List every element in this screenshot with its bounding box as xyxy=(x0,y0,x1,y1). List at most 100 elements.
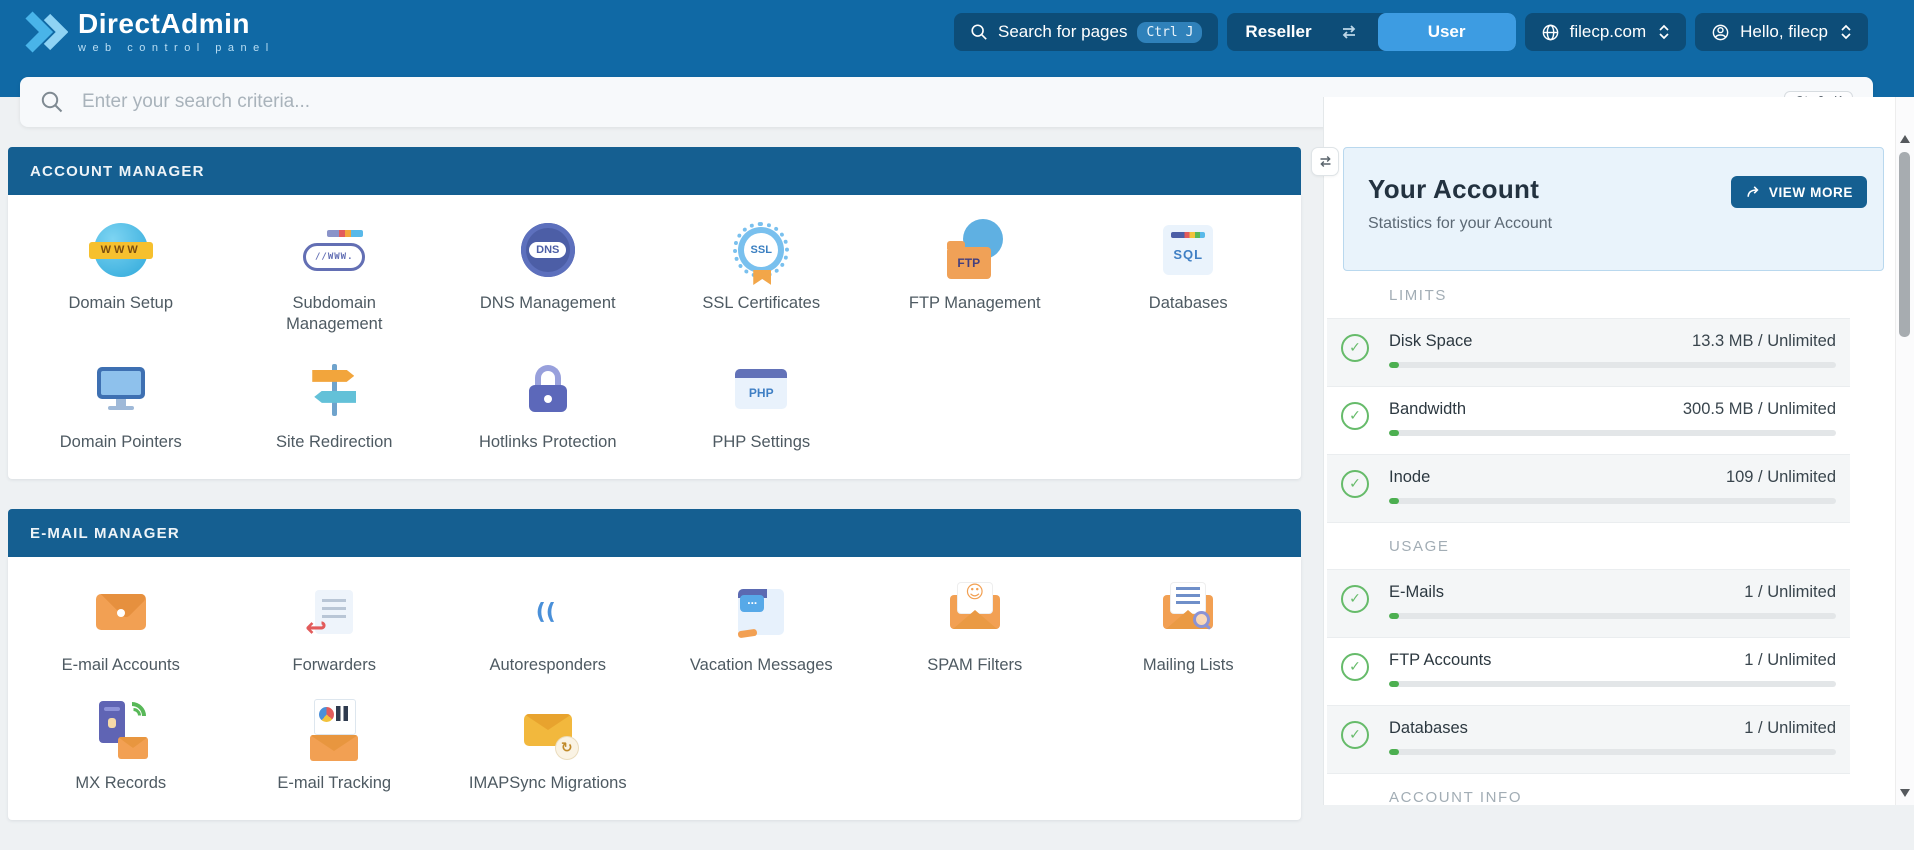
check-icon: ✓ xyxy=(1341,585,1369,613)
domain-selector-value: filecp.com xyxy=(1569,22,1647,41)
stat-group-usage: USAGE ✓ E-Mails 1 / Unlimited ✓ FTP Accounts 1… xyxy=(1327,522,1850,773)
menu-item-label: MX Records xyxy=(75,773,167,792)
view-more-button[interactable]: VIEW MORE xyxy=(1730,176,1867,208)
account-card-title: Your Account xyxy=(1368,174,1540,204)
menu-item-domain-setup[interactable]: WWW Domain Setup xyxy=(14,219,228,336)
menu-item-ftp-management[interactable]: FTP FTP Management xyxy=(868,219,1082,336)
scrollbar xyxy=(1895,97,1914,805)
check-icon: ✓ xyxy=(1341,721,1369,749)
main-content: ACCOUNT MANAGER WWW Domain Setup //WWW. Subd… xyxy=(8,147,1301,850)
subdomain-bar-icon: //WWW. xyxy=(303,219,366,281)
stat-group-limits: LIMITS ✓ Disk Space 13.3 MB / Unlimited ✓ Ban… xyxy=(1327,272,1850,522)
php-window-icon: PHP xyxy=(730,358,792,420)
stat-value: 109 / Unlimited xyxy=(1725,468,1836,486)
search-icon xyxy=(970,23,988,41)
reseller-level-button[interactable]: Reseller xyxy=(1245,22,1312,41)
your-account-card: Your Account Statistics for your Account… xyxy=(1343,147,1884,271)
check-icon: ✓ xyxy=(1341,653,1369,681)
menu-item-autoresponders[interactable]: ((Autoresponders xyxy=(441,581,655,676)
menu-item-label: E-mail Tracking xyxy=(277,773,392,792)
progress-bar xyxy=(1389,362,1836,368)
logo-title: DirectAdmin xyxy=(78,8,250,39)
progress-bar xyxy=(1389,749,1836,755)
chevron-up-down-icon xyxy=(1658,23,1670,41)
menu-item-label: FTP Management xyxy=(908,294,1041,312)
progress-bar xyxy=(1389,681,1836,687)
menu-item-label: Hotlinks Protection xyxy=(478,432,617,451)
stat-group-account-info: ACCOUNT INFO xyxy=(1327,773,1850,820)
panel-swap-button[interactable] xyxy=(1311,147,1339,176)
view-more-label: VIEW MORE xyxy=(1768,184,1853,200)
menu-item-e-mail-accounts[interactable]: E-mail Accounts xyxy=(14,581,228,676)
level-toggle: Reseller User xyxy=(1227,13,1516,51)
menu-item-mailing-lists[interactable]: Mailing Lists xyxy=(1082,581,1296,676)
menu-item-label: Databases xyxy=(1148,294,1228,312)
menu-item-label: Mailing Lists xyxy=(1142,656,1234,675)
scroll-down-arrow[interactable] xyxy=(1900,789,1910,797)
menu-item-site-redirection[interactable]: Site Redirection xyxy=(228,358,442,453)
account-statistics: LIMITS ✓ Disk Space 13.3 MB / Unlimited ✓ Ban… xyxy=(1327,272,1850,820)
menu-item-imapsync-migrations[interactable]: ↻ IMAPSync Migrations xyxy=(441,699,655,794)
auto-reply-icon: (( xyxy=(535,599,556,625)
ssl-badge-icon: SSL xyxy=(730,219,792,285)
sync-envelope-icon: ↻ xyxy=(517,699,579,761)
stat-row-bandwidth: ✓ Bandwidth 300.5 MB / Unlimited xyxy=(1327,386,1850,454)
user-menu[interactable]: Hello, filecp xyxy=(1695,13,1868,51)
vacation-note-icon: ... xyxy=(730,581,792,643)
menu-item-label: Vacation Messages xyxy=(689,656,833,675)
stat-label: FTP Accounts xyxy=(1389,651,1492,669)
check-icon: ✓ xyxy=(1341,470,1369,498)
scroll-up-arrow[interactable] xyxy=(1900,135,1910,143)
stat-row-inode: ✓ Inode 109 / Unlimited xyxy=(1327,454,1850,522)
menu-item-label: SSL Certificates xyxy=(702,294,821,312)
domain-selector[interactable]: filecp.com xyxy=(1524,13,1687,51)
menu-item-e-mail-tracking[interactable]: E-mail Tracking xyxy=(228,698,442,794)
mailing-list-icon xyxy=(1157,581,1219,643)
menu-item-php-settings[interactable]: PHP PHP Settings xyxy=(655,358,869,453)
menu-item-ssl-certificates[interactable]: SSL SSL Certificates xyxy=(655,219,869,336)
directadmin-logo[interactable]: DirectAdmin web control panel xyxy=(22,9,275,55)
account-card-subtitle: Statistics for your Account xyxy=(1368,215,1553,232)
menu-item-spam-filters[interactable]: ☺ SPAM Filters xyxy=(868,581,1082,676)
email-chart-icon xyxy=(303,698,365,761)
check-icon: ✓ xyxy=(1341,334,1369,362)
menu-item-label: Domain Pointers xyxy=(59,432,182,451)
search-icon xyxy=(40,90,64,114)
menu-item-label: E-mail Accounts xyxy=(61,656,180,675)
menu-item-forwarders[interactable]: ↩ Forwarders xyxy=(228,581,442,676)
progress-bar xyxy=(1389,430,1836,436)
menu-item-vacation-messages[interactable]: ... Vacation Messages xyxy=(655,581,869,676)
stat-value: 1 / Unlimited xyxy=(1744,719,1836,737)
padlock-icon xyxy=(517,358,579,420)
scrollbar-thumb[interactable] xyxy=(1899,152,1910,337)
menu-item-dns-management[interactable]: DNS DNS Management xyxy=(441,219,655,336)
user-icon xyxy=(1711,23,1730,42)
user-level-button[interactable]: User xyxy=(1377,13,1516,51)
ftp-folder-icon: FTP xyxy=(944,219,1006,281)
spam-envelope-icon: ☺ xyxy=(944,581,1006,643)
section-header: ACCOUNT MANAGER xyxy=(8,147,1301,195)
menu-item-label: Subdomain Management xyxy=(286,294,383,334)
envelope-icon xyxy=(90,581,152,643)
section-e-mail-manager: E-MAIL MANAGER E-mail Accounts ↩ Forwarders… xyxy=(8,509,1301,821)
menu-item-mx-records[interactable]: MX Records xyxy=(14,695,228,794)
stat-value: 1 / Unlimited xyxy=(1744,651,1836,669)
menu-item-databases[interactable]: SQL Databases xyxy=(1082,219,1296,336)
logo-subtitle: web control panel xyxy=(78,42,275,54)
swap-level-icon xyxy=(1340,23,1358,41)
menu-item-label: SPAM Filters xyxy=(927,656,1023,675)
menu-item-subdomain-management[interactable]: //WWW. Subdomain Management xyxy=(228,219,442,336)
forward-arrow-icon: ↩ xyxy=(303,581,365,643)
menu-item-hotlinks-protection[interactable]: Hotlinks Protection xyxy=(441,358,655,453)
check-icon: ✓ xyxy=(1341,402,1369,430)
menu-item-label: PHP Settings xyxy=(712,432,811,451)
menu-item-label: Forwarders xyxy=(292,656,376,675)
stat-label: E-Mails xyxy=(1389,583,1445,601)
menu-item-domain-pointers[interactable]: Domain Pointers xyxy=(14,358,228,453)
group-heading: USAGE xyxy=(1327,522,1850,569)
progress-bar xyxy=(1389,498,1836,504)
page-search-button[interactable]: Search for pages Ctrl J xyxy=(953,13,1219,51)
stat-label: Inode xyxy=(1389,468,1431,486)
stat-value: 300.5 MB / Unlimited xyxy=(1682,400,1836,418)
menu-item-label: DNS Management xyxy=(479,294,616,312)
